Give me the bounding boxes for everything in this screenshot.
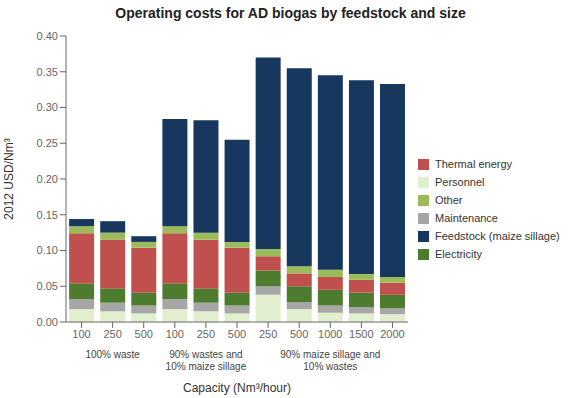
svg-text:1500: 1500 xyxy=(349,328,373,340)
svg-text:90% maize sillage and10% waste: 90% maize sillage and10% wastes xyxy=(280,349,380,372)
html-text:Other: Other xyxy=(435,194,463,206)
svg-text:0.40: 0.40 xyxy=(37,30,58,42)
svg-text:500: 500 xyxy=(290,328,308,340)
svg-text:1000: 1000 xyxy=(318,328,342,340)
html-text:Maintenance: Maintenance xyxy=(435,212,498,224)
svg-text:100: 100 xyxy=(72,328,90,340)
svg-text:2012 USD/Nm³: 2012 USD/Nm³ xyxy=(8,138,16,219)
svg-text:250: 250 xyxy=(259,328,277,340)
html-text:Personnel: Personnel xyxy=(435,176,485,188)
svg-text:0.10: 0.10 xyxy=(37,244,58,256)
svg-text:100% waste: 100% waste xyxy=(85,349,140,360)
svg-text:2000: 2000 xyxy=(380,328,404,340)
svg-text:0.30: 0.30 xyxy=(37,101,58,113)
svg-text:0.35: 0.35 xyxy=(37,66,58,78)
svg-text:100: 100 xyxy=(166,328,184,340)
svg-text:0.20: 0.20 xyxy=(37,173,58,185)
svg-text:Capacity (Nm³/hour): Capacity (Nm³/hour) xyxy=(183,381,291,395)
html-text:Electricity: Electricity xyxy=(435,248,483,260)
svg-text:0.05: 0.05 xyxy=(37,280,58,292)
html-text:Feedstock (maize sillage): Feedstock (maize sillage) xyxy=(435,230,560,242)
svg-text:0.15: 0.15 xyxy=(37,209,58,221)
html-text:Thermal energy: Thermal energy xyxy=(435,158,512,170)
svg-text:0.00: 0.00 xyxy=(37,316,58,328)
svg-text:250: 250 xyxy=(197,328,215,340)
svg-text:500: 500 xyxy=(228,328,246,340)
svg-text:500: 500 xyxy=(135,328,153,340)
html-text:Operating costs for AD biogas: Operating costs for AD biogas by feedsto… xyxy=(115,5,466,21)
svg-text:90% wastes and10% maize sillag: 90% wastes and10% maize sillage xyxy=(166,349,247,372)
svg-text:0.25: 0.25 xyxy=(37,137,58,149)
svg-text:250: 250 xyxy=(103,328,121,340)
